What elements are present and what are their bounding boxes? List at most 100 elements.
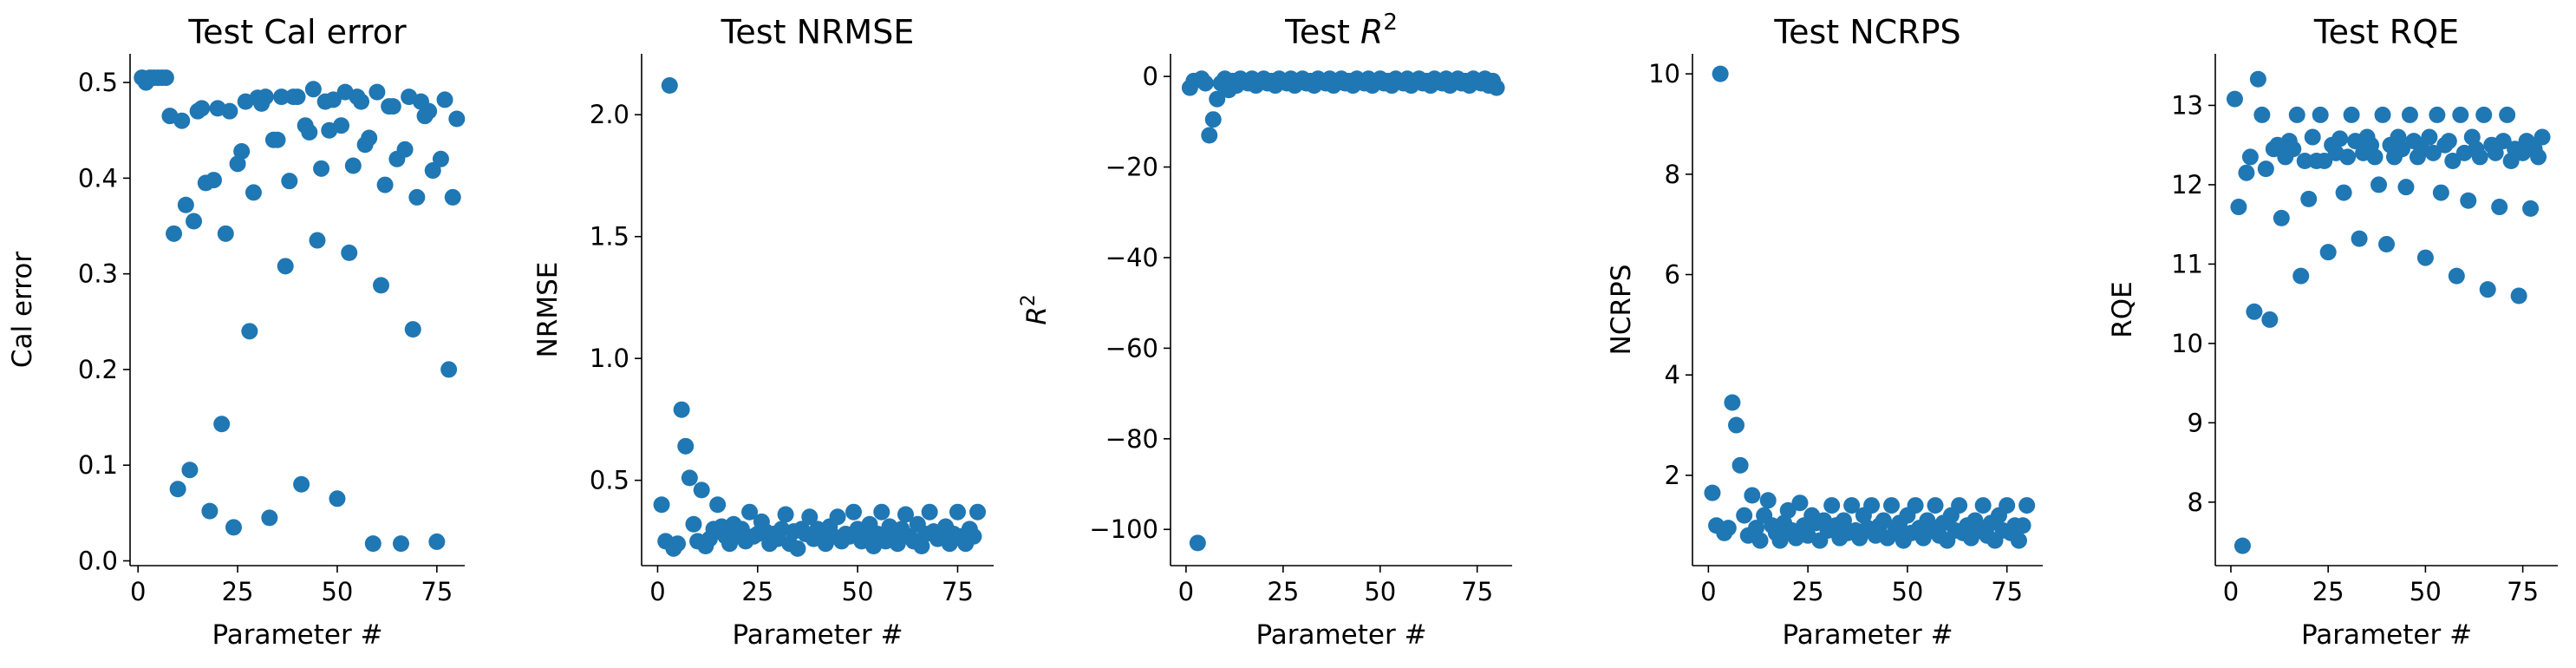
data-point — [1771, 532, 1789, 549]
data-point — [2241, 148, 2259, 166]
data-point — [428, 533, 446, 550]
data-point — [845, 503, 863, 521]
data-point — [396, 141, 414, 158]
data-point — [2273, 209, 2290, 226]
data-point — [1712, 65, 1729, 82]
data-point — [289, 88, 306, 106]
data-point — [2261, 311, 2279, 328]
data-point — [949, 503, 966, 521]
data-point — [653, 496, 670, 514]
data-point — [2371, 176, 2388, 193]
data-point — [344, 157, 362, 174]
data-point — [392, 535, 409, 553]
data-point — [2339, 148, 2357, 166]
data-point — [293, 475, 310, 493]
y-tick-label: 11 — [2171, 249, 2203, 278]
data-point — [2335, 184, 2352, 201]
y-tick-label: −80 — [1105, 424, 1158, 454]
y-tick-label: 0.3 — [78, 259, 118, 289]
data-point — [1863, 497, 1881, 514]
data-point — [2475, 106, 2493, 123]
data-point — [2522, 200, 2540, 217]
data-point — [2424, 144, 2442, 161]
chart-title: Test R2 — [1284, 10, 1398, 51]
data-point — [436, 91, 453, 108]
data-point — [1704, 484, 1721, 501]
data-point — [201, 502, 218, 520]
y-tick-label: 0.5 — [78, 68, 118, 97]
data-point — [361, 129, 378, 147]
data-point — [448, 110, 466, 128]
data-point — [329, 490, 346, 508]
data-point — [384, 98, 401, 115]
data-point — [2448, 267, 2465, 285]
data-point — [169, 481, 186, 498]
data-point — [257, 88, 274, 106]
data-point — [1744, 487, 1761, 504]
data-point — [301, 123, 318, 141]
y-tick-label: 10 — [1648, 59, 1680, 88]
data-point — [1731, 456, 1749, 474]
data-point — [2304, 128, 2321, 146]
y-tick-label: 1.0 — [590, 344, 629, 373]
panel-2: 0 25 50 75 0.5 1.0 1.5 2.0 Test NRMSE Parameter #… — [532, 13, 994, 651]
x-tick-label: 0 — [649, 577, 665, 606]
data-point — [2494, 133, 2512, 150]
x-tick-label: 50 — [842, 577, 874, 606]
data-point — [424, 162, 441, 180]
data-point — [376, 176, 394, 193]
x-tick-label: 0 — [1178, 577, 1194, 606]
y-tick-label: −20 — [1105, 153, 1158, 182]
data-point — [2444, 152, 2462, 169]
x-tick-label: 25 — [222, 577, 254, 606]
y-tick-label: −40 — [1105, 243, 1158, 272]
data-point — [353, 93, 370, 110]
data-point — [2257, 160, 2274, 178]
data-point — [965, 527, 982, 545]
data-point — [421, 102, 438, 120]
data-point — [281, 173, 298, 190]
data-point — [2534, 128, 2551, 146]
panel-1: 0 25 50 75 0.0 0.1 0.2 0.3 0.4 0.5 Test Cal error P… — [7, 13, 466, 651]
x-tick-label: 50 — [2410, 577, 2442, 606]
x-tick-label: 50 — [1891, 577, 1923, 606]
x-tick-label: 25 — [2312, 577, 2344, 606]
data-point — [789, 540, 806, 557]
data-point — [2300, 190, 2318, 207]
x-tick-label: 75 — [2507, 577, 2539, 606]
data-point — [969, 503, 987, 521]
y-axis-label: R2 — [1018, 294, 1053, 325]
data-point — [2416, 249, 2434, 266]
data-point — [157, 69, 174, 87]
data-point — [2253, 106, 2271, 123]
y-axis-label: Cal error — [7, 252, 38, 368]
data-point — [205, 172, 222, 189]
data-point — [273, 88, 290, 106]
data-point — [2510, 287, 2527, 305]
x-axis-label: Parameter # — [1255, 619, 1426, 651]
data-point — [897, 506, 914, 523]
y-tick-label: 2 — [1665, 461, 1680, 490]
data-point — [1791, 494, 1809, 512]
data-point — [1209, 90, 1226, 108]
data-point — [2246, 303, 2263, 320]
data-point — [921, 503, 938, 521]
data-point — [2316, 152, 2333, 169]
data-point — [2374, 106, 2391, 123]
data-point — [440, 361, 458, 378]
y-tick-label: −60 — [1105, 333, 1158, 363]
data-point — [304, 81, 322, 98]
x-axis-label: Parameter # — [1782, 619, 1953, 651]
data-point — [1204, 111, 1222, 128]
data-point — [2249, 70, 2266, 88]
data-point — [889, 535, 906, 553]
y-tick-label: 12 — [2171, 170, 2203, 200]
data-point — [173, 112, 191, 129]
data-point — [368, 83, 386, 101]
x-tick-label: 0 — [130, 577, 146, 606]
data-point — [177, 196, 194, 213]
data-point — [829, 508, 846, 526]
data-point — [1736, 507, 1753, 524]
y-axis-label: RQE — [2107, 281, 2138, 338]
data-point — [1875, 512, 1892, 529]
